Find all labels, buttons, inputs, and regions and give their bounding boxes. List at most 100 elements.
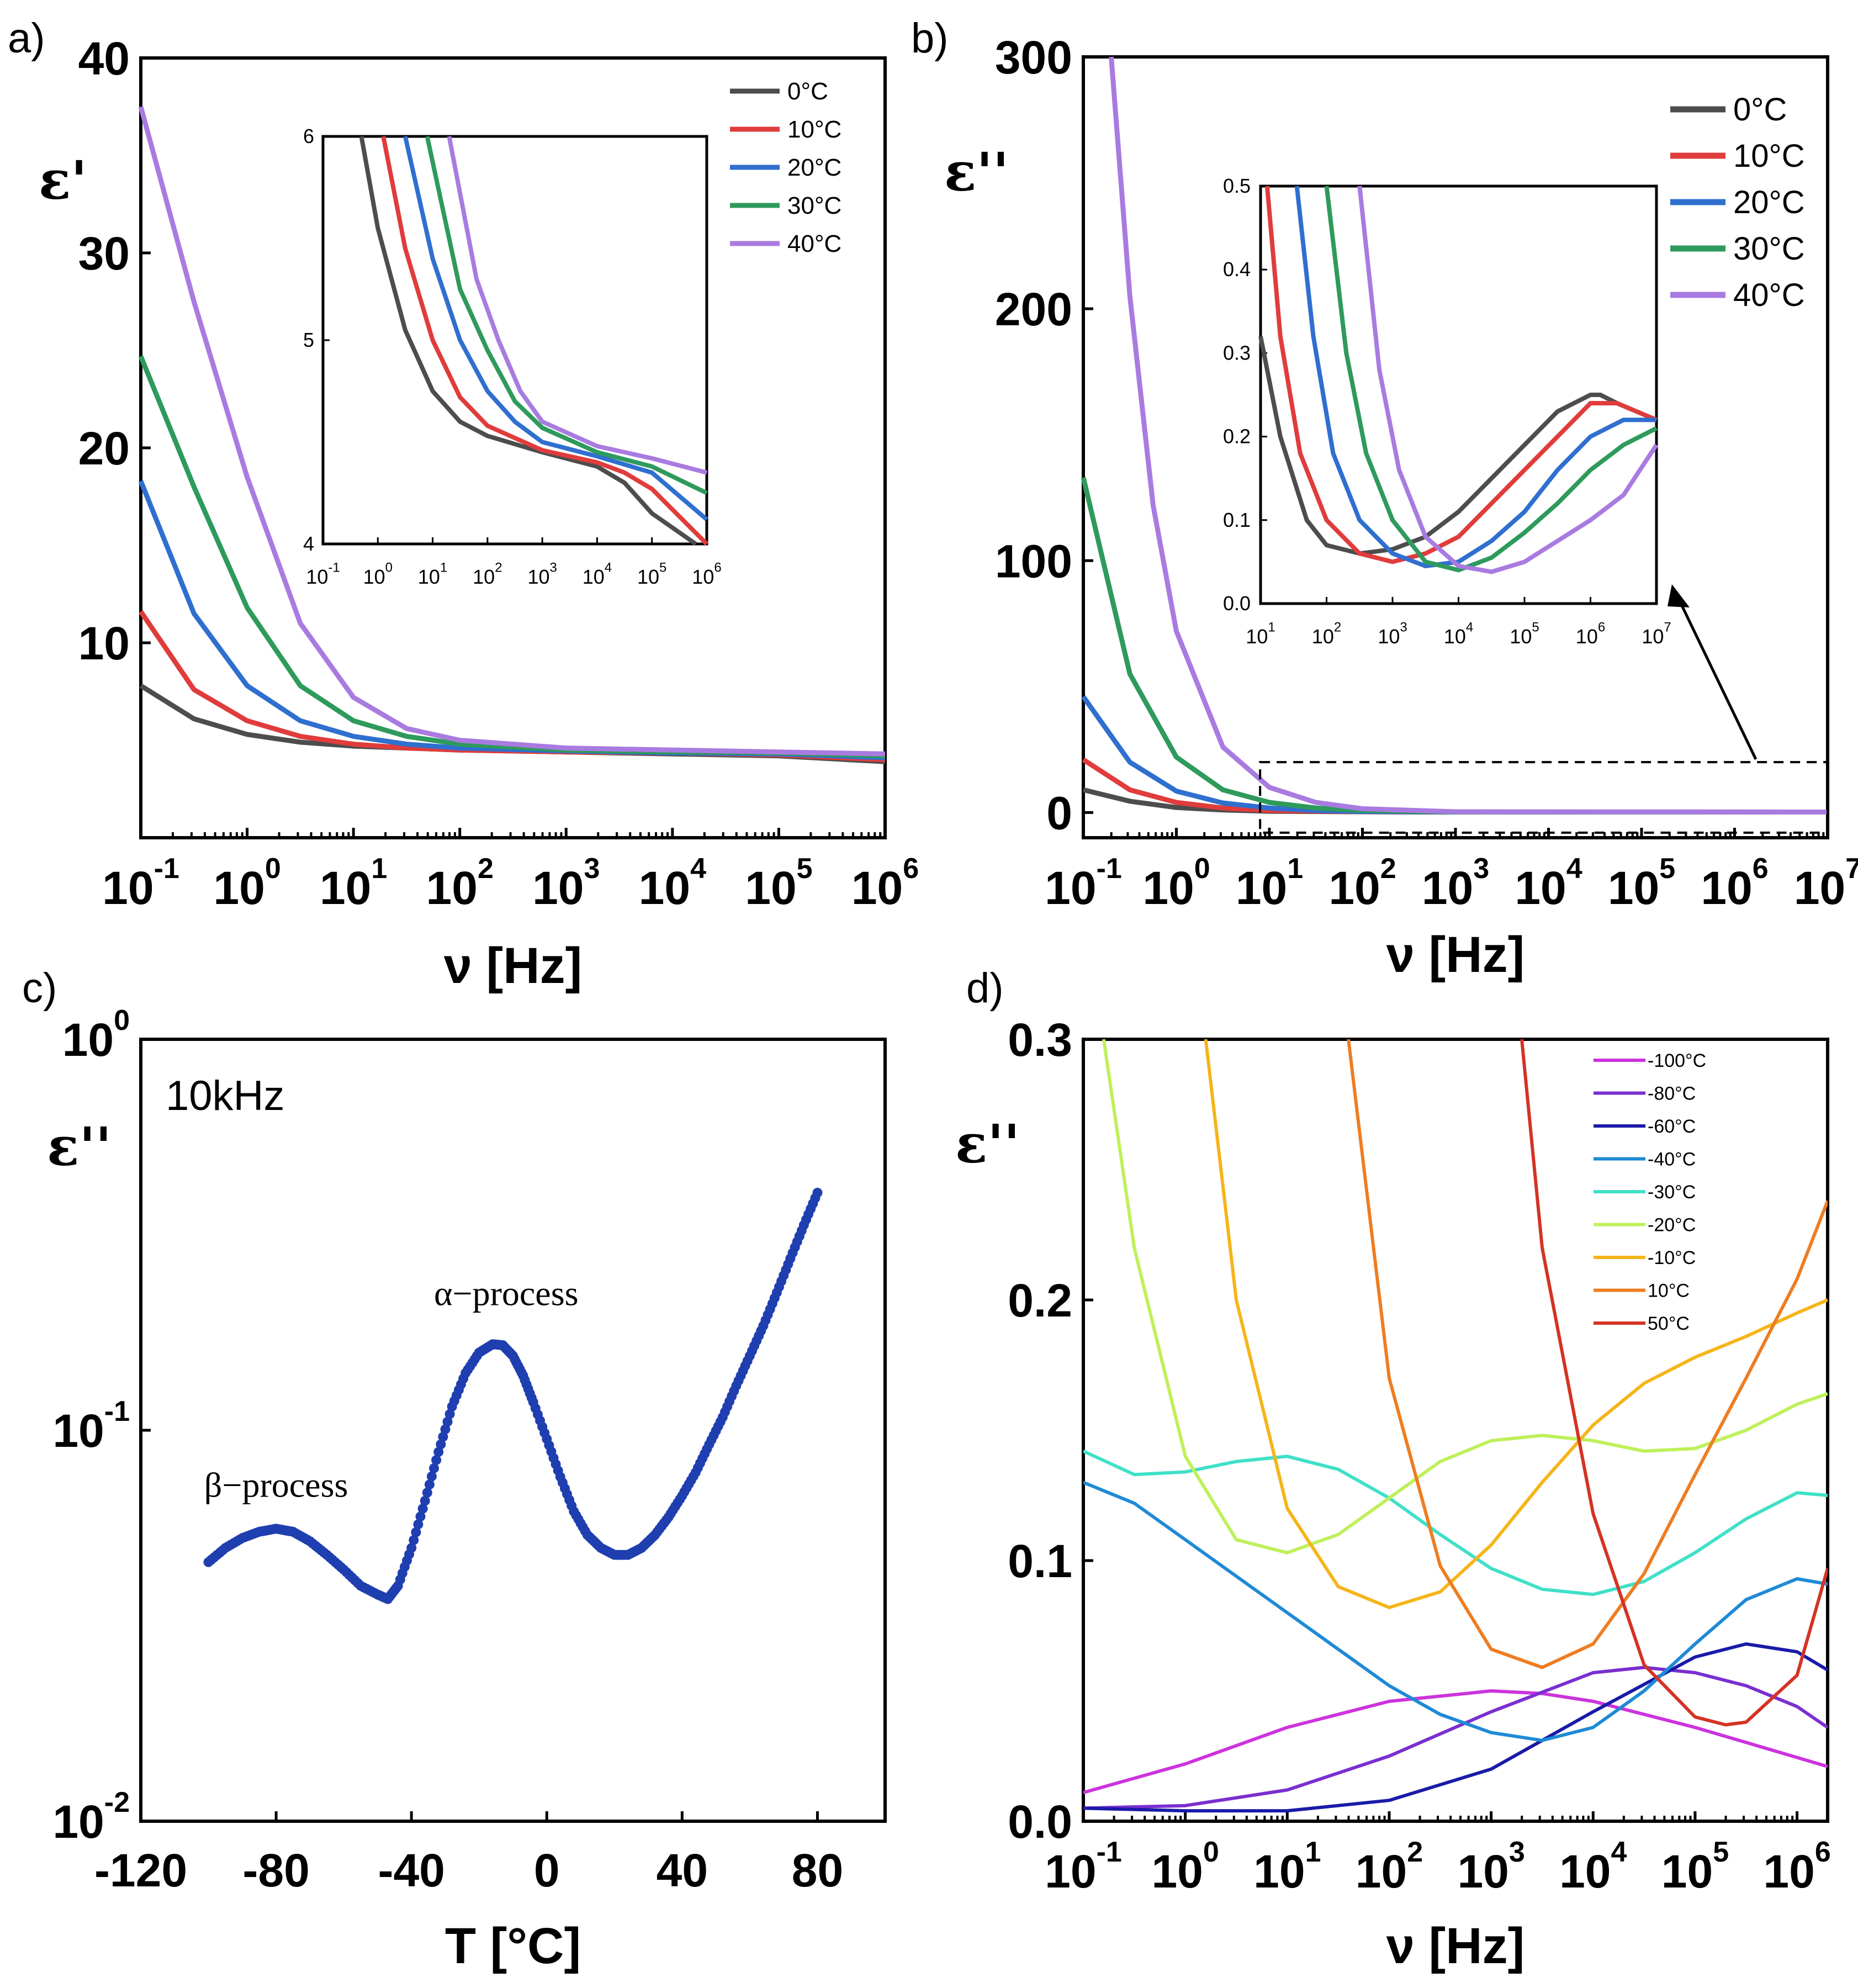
legend-label-a: 20°C <box>787 154 841 181</box>
x-tick-label-a-base: 10 <box>213 862 264 914</box>
legend-label-d: -10°C <box>1648 1247 1696 1268</box>
y-tick-label-c-exp: -1 <box>104 1395 130 1427</box>
x-tick-label-d: 101 <box>1253 1836 1321 1897</box>
x-tick-label-a-exp: 1 <box>371 853 387 885</box>
x-axis-label-a: ν [Hz] <box>444 938 582 994</box>
data-point-c <box>812 1187 823 1198</box>
y-tick-label-c-base: 10 <box>52 1796 104 1848</box>
x-tick-label-d-base: 10 <box>1457 1846 1508 1897</box>
inset-x-tick-label-b-exp: 5 <box>1532 620 1539 635</box>
series-line-d <box>1347 1039 1828 1669</box>
y-tick-label-c: 100 <box>62 1004 130 1066</box>
x-tick-label-d: 10-1 <box>1045 1836 1122 1897</box>
inset-x-tick-label-b-base: 10 <box>1444 625 1466 648</box>
legend-label-d: -30°C <box>1648 1182 1696 1203</box>
x-tick-label-b-exp: 0 <box>1194 853 1210 885</box>
x-tick-label-b-exp: 6 <box>1753 853 1769 885</box>
x-tick-label-d-base: 10 <box>1151 1846 1203 1897</box>
x-tick-label-d-base: 10 <box>1253 1846 1305 1897</box>
legend-label-b: 40°C <box>1733 277 1805 313</box>
y-tick-label-a: 40 <box>78 33 130 84</box>
x-tick-label-b-base: 10 <box>1608 862 1659 914</box>
x-tick-label-a: 103 <box>532 853 600 914</box>
x-tick-label-a-exp: 4 <box>690 853 706 885</box>
legend-label-a: 40°C <box>787 230 841 257</box>
x-tick-label-d: 102 <box>1356 1836 1423 1897</box>
y-tick-label-d: 0.2 <box>1008 1275 1072 1326</box>
y-tick-label-b: 300 <box>995 31 1072 83</box>
x-tick-label-b: 106 <box>1701 853 1768 914</box>
data-point-c <box>433 1447 444 1457</box>
data-point-c <box>431 1455 442 1465</box>
data-point-c <box>440 1424 451 1435</box>
x-tick-label-d-base: 10 <box>1356 1846 1407 1897</box>
inset-x-tick-label-a-base: 10 <box>473 565 495 588</box>
x-tick-label-b-exp: 2 <box>1380 853 1396 885</box>
y-tick-label-c-exp: 0 <box>114 1004 130 1037</box>
inset-series-line-b <box>1294 186 1656 569</box>
inset-series-line-b <box>1324 186 1658 573</box>
x-tick-label-c: -120 <box>94 1844 187 1896</box>
x-tick-label-d: 105 <box>1661 1836 1729 1897</box>
inset-x-tick-label-a: 102 <box>473 560 502 588</box>
inset-x-tick-label-a-base: 10 <box>527 565 549 588</box>
inset-y-tick-label-a: 6 <box>303 125 314 147</box>
data-point-c <box>429 1463 439 1473</box>
data-point-c <box>413 1519 424 1530</box>
inset-x-tick-label-a: 104 <box>583 560 612 588</box>
y-axis-label-a: ε' <box>39 149 87 212</box>
series-line-d <box>1083 1689 1828 1794</box>
y-tick-label-a: 20 <box>78 422 130 474</box>
data-point-c <box>444 1409 455 1419</box>
x-tick-label-c: 40 <box>657 1844 708 1896</box>
inset-series-line-b <box>1357 186 1659 574</box>
data-point-c <box>406 1543 417 1553</box>
x-tick-label-d-base: 10 <box>1661 1846 1713 1897</box>
inset-x-tick-label-b-base: 10 <box>1576 625 1598 648</box>
inset-x-tick-label-a-base: 10 <box>418 565 440 588</box>
inset-x-tick-label-a-exp: 3 <box>549 560 557 575</box>
legend-label-d: -20°C <box>1648 1215 1696 1236</box>
inset-y-tick-label-b: 0.2 <box>1223 425 1251 448</box>
frequency-label-c: 10kHz <box>166 1072 284 1119</box>
data-point-c <box>420 1495 430 1506</box>
inset-x-tick-label-b: 105 <box>1510 620 1539 648</box>
inset-x-tick-label-b-exp: 3 <box>1400 620 1407 635</box>
y-tick-label-a: 30 <box>78 228 130 279</box>
series-line-d <box>1083 1481 1828 1742</box>
legend-label-b: 10°C <box>1733 138 1805 174</box>
inset-y-tick-label-b: 0.0 <box>1223 592 1251 615</box>
inset-x-tick-label-b: 107 <box>1642 620 1671 648</box>
x-tick-label-a-exp: 0 <box>265 853 281 885</box>
series-group-d <box>1083 1039 1828 1813</box>
series-line-d <box>1520 1039 1828 1727</box>
x-tick-label-b-exp: 4 <box>1566 853 1582 885</box>
legend-label-d: -60°C <box>1648 1116 1696 1137</box>
inset-series-line-a <box>447 136 708 475</box>
x-tick-label-b-base: 10 <box>1515 862 1566 914</box>
series-line-b <box>1082 787 1828 815</box>
x-tick-label-b: 101 <box>1236 853 1303 914</box>
inset-x-tick-label-a: 106 <box>692 560 721 588</box>
x-tick-label-a-base: 10 <box>532 862 584 914</box>
x-tick-label-b-exp: 1 <box>1287 853 1303 885</box>
inset-x-tick-label-a: 105 <box>637 560 666 588</box>
y-tick-label-b: 200 <box>995 283 1072 335</box>
inset-series-line-a <box>425 136 708 495</box>
x-tick-label-b-base: 10 <box>1142 862 1194 914</box>
legend-label-d: -80°C <box>1648 1083 1696 1104</box>
y-tick-label-c-base: 10 <box>62 1014 114 1066</box>
x-axis-label-d: ν [Hz] <box>1386 1918 1524 1974</box>
legend-label-a: 10°C <box>787 116 841 143</box>
x-tick-label-b-exp: 3 <box>1473 853 1489 885</box>
legend-label-d: -100°C <box>1648 1050 1706 1071</box>
x-tick-label-a-base: 10 <box>102 862 153 914</box>
x-tick-label-d-exp: 6 <box>1815 1836 1831 1868</box>
x-tick-label-c: -40 <box>378 1844 444 1896</box>
x-tick-label-a-exp: 5 <box>797 853 813 885</box>
x-tick-label-a: 105 <box>745 853 812 914</box>
y-tick-label-d: 0.0 <box>1008 1796 1072 1848</box>
inset-y-tick-label-a: 5 <box>303 329 314 351</box>
x-tick-label-d-exp: -1 <box>1097 1836 1122 1868</box>
